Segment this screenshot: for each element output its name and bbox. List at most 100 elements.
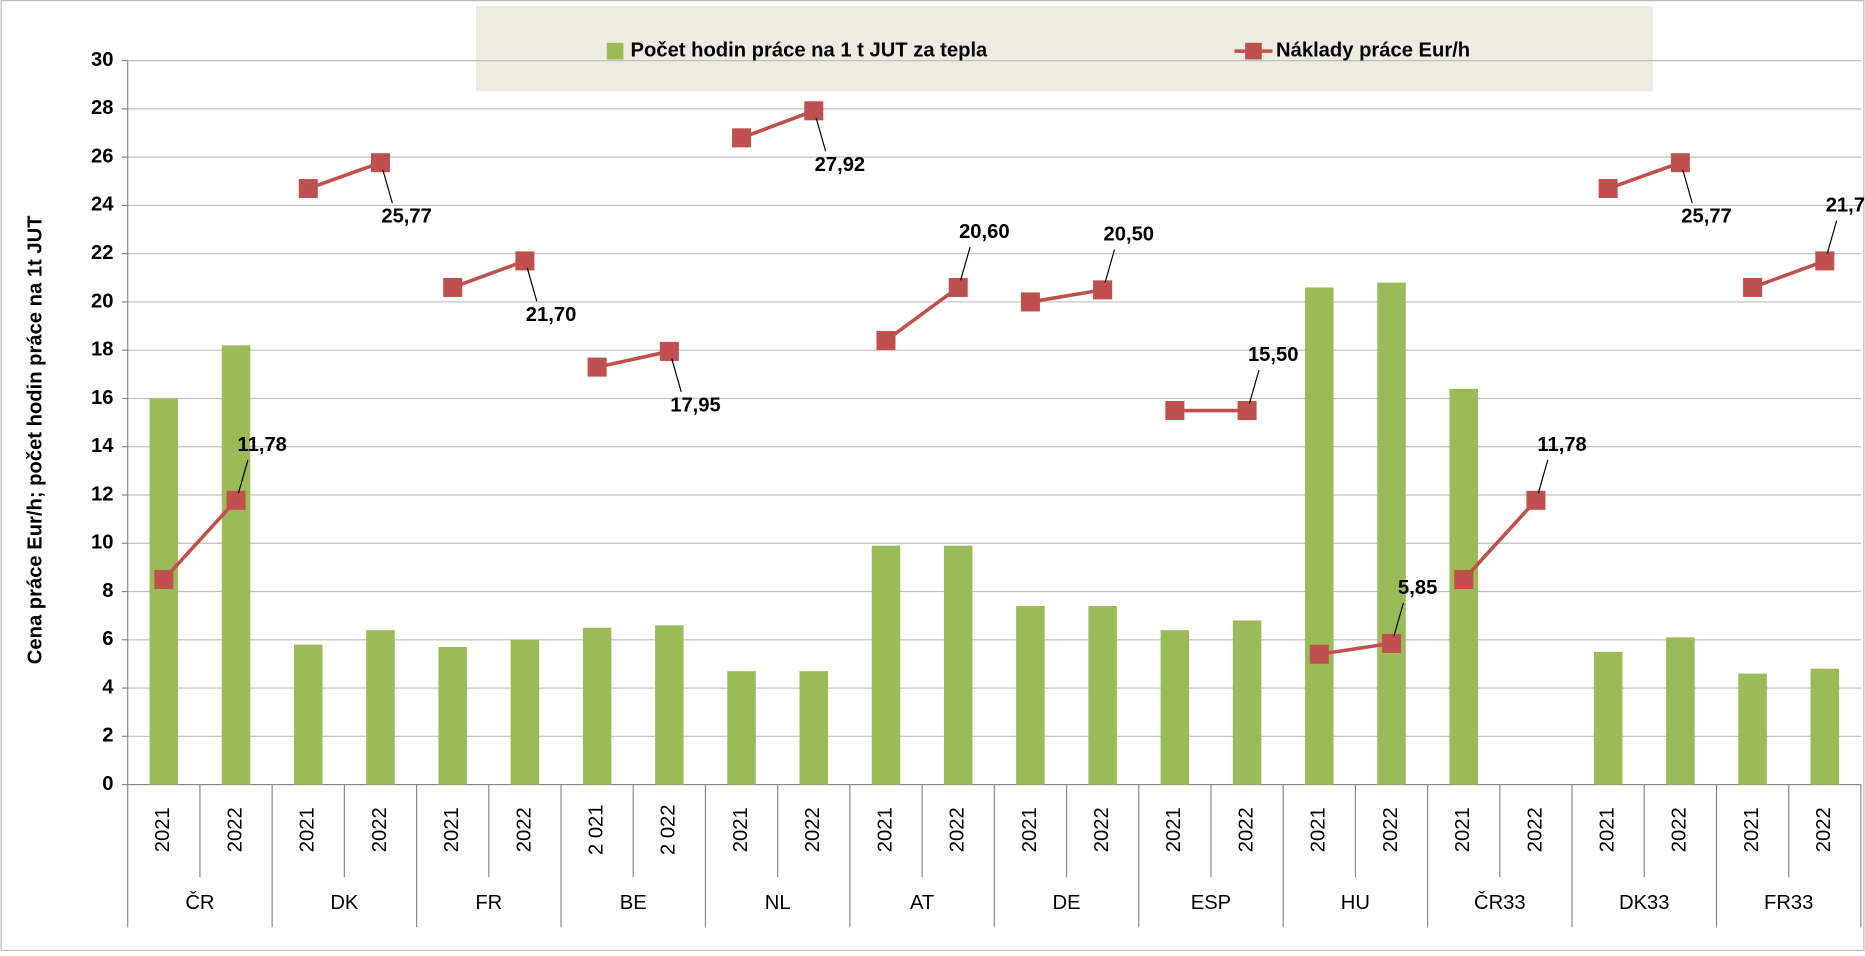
bar — [1810, 668, 1840, 785]
y-tick-label: 12 — [91, 483, 113, 505]
bar — [1016, 606, 1045, 785]
line-marker — [298, 179, 318, 199]
bar — [799, 671, 829, 785]
x-tick-label: 2022 — [802, 807, 824, 852]
x-tick-label: 2021 — [297, 807, 319, 852]
x-tick-label: 2022 — [1524, 807, 1546, 852]
group-label: FR — [475, 892, 502, 914]
x-tick-label: 2022 — [224, 807, 246, 852]
bar — [1377, 282, 1406, 785]
x-tick-label: 2022 — [1091, 807, 1113, 852]
bar — [1738, 673, 1767, 785]
group-label: DK — [330, 892, 359, 914]
line-marker — [1670, 153, 1690, 173]
bar — [510, 639, 540, 785]
label-leader — [815, 117, 827, 152]
line-segment — [307, 161, 382, 191]
x-tick-label: 2021 — [441, 807, 463, 852]
group-label: DE — [1053, 892, 1081, 914]
group-label: AT — [910, 892, 934, 914]
line-marker — [1093, 280, 1113, 300]
y-tick-label: 2 — [102, 725, 113, 747]
bar — [293, 644, 323, 785]
bar — [871, 545, 901, 785]
line-marker — [876, 331, 896, 351]
x-tick-label: 2021 — [1452, 807, 1474, 852]
bar — [149, 398, 179, 785]
y-axis-label: Cena práce Eur/h; počet hodin práce na 1… — [25, 215, 47, 664]
line-marker — [1309, 644, 1329, 664]
group-label: DK33 — [1619, 892, 1669, 914]
legend-swatch — [1245, 42, 1262, 60]
y-tick-label: 10 — [91, 532, 113, 554]
line-marker — [1020, 292, 1040, 312]
line-segment — [162, 499, 238, 581]
y-tick-label: 8 — [102, 580, 113, 602]
bar — [1666, 637, 1695, 785]
data-label: 20,50 — [1104, 224, 1155, 246]
x-tick-label: 2021 — [874, 807, 896, 852]
x-tick-label: 2022 — [1813, 807, 1835, 852]
line-segment — [452, 259, 526, 290]
line-marker — [1526, 490, 1546, 510]
data-label: 5,85 — [1398, 577, 1437, 599]
data-label: 25,77 — [1681, 206, 1732, 228]
x-tick-label: 2022 — [1235, 807, 1257, 852]
line-marker — [1454, 569, 1474, 589]
bar — [366, 630, 395, 785]
line-marker — [370, 153, 390, 173]
data-label: 11,78 — [237, 434, 286, 456]
data-label: 27,92 — [815, 154, 866, 176]
x-tick-label: 2021 — [152, 807, 174, 852]
data-label: 17,95 — [670, 394, 721, 416]
line-marker — [1743, 277, 1763, 297]
line-segment — [1751, 259, 1826, 290]
group-label: FR33 — [1764, 892, 1813, 914]
group-label: ČR — [185, 891, 214, 914]
x-tick-label: 2022 — [947, 807, 969, 852]
x-tick-label: 2021 — [730, 807, 752, 852]
y-tick-label: 20 — [91, 290, 113, 312]
line-marker — [1815, 251, 1835, 271]
bar — [1305, 287, 1334, 785]
y-tick-label: 6 — [102, 628, 113, 650]
bar — [1160, 630, 1190, 785]
line-marker — [804, 101, 824, 121]
line-marker — [659, 341, 679, 361]
bar — [438, 647, 467, 785]
line-marker — [732, 128, 752, 148]
line-marker — [1237, 401, 1257, 421]
y-tick-label: 0 — [102, 773, 113, 795]
x-tick-label: 2022 — [1380, 807, 1402, 852]
line-segment — [1607, 161, 1681, 191]
bar — [943, 545, 973, 785]
bar — [221, 345, 251, 785]
x-tick-label: 2022 — [369, 807, 391, 852]
data-label: 21,70 — [1826, 195, 1865, 217]
group-label: ČR33 — [1474, 891, 1526, 914]
line-marker — [1381, 633, 1402, 653]
x-tick-label: 2 022 — [658, 804, 680, 855]
y-tick-label: 24 — [91, 194, 114, 216]
x-tick-label: 2021 — [1596, 807, 1618, 852]
group-label: BE — [620, 892, 647, 914]
bar — [1088, 606, 1117, 785]
y-tick-label: 14 — [91, 435, 114, 457]
y-tick-label: 16 — [91, 387, 113, 409]
label-leader — [1393, 602, 1404, 637]
x-tick-label: 2021 — [1019, 807, 1041, 852]
group-label: NL — [765, 892, 791, 914]
y-tick-label: 18 — [91, 339, 113, 361]
data-label: 25,77 — [381, 206, 432, 228]
label-leader — [671, 358, 682, 392]
line-segment — [740, 109, 815, 140]
line-segment — [596, 349, 670, 369]
bar — [1593, 651, 1623, 785]
line-marker — [443, 277, 463, 297]
y-tick-label: 28 — [91, 97, 113, 119]
x-tick-label: 2 021 — [585, 804, 607, 855]
data-label: 21,70 — [526, 304, 577, 326]
line-marker — [515, 251, 535, 271]
label-leader — [1104, 249, 1116, 283]
